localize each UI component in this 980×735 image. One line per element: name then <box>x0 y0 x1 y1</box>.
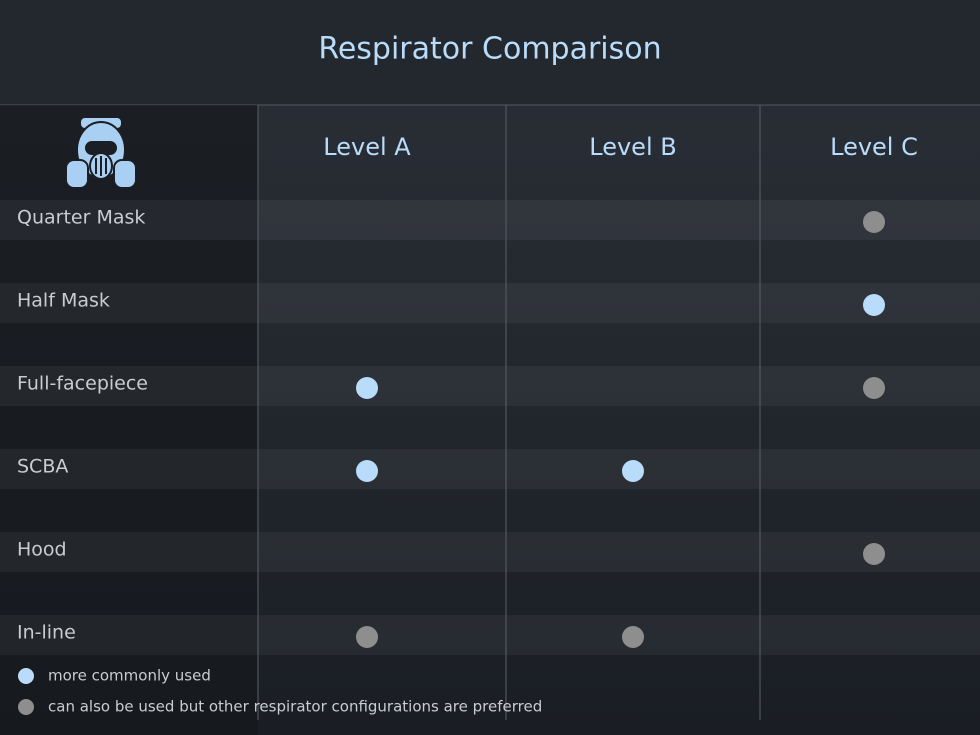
usage-dot <box>356 460 378 482</box>
row-stripe <box>0 615 980 655</box>
column-header: Level B <box>589 133 676 161</box>
row-stripe <box>0 366 980 406</box>
column-header: Level C <box>830 133 918 161</box>
title-band <box>0 0 980 105</box>
usage-dot <box>622 460 644 482</box>
title: Respirator Comparison <box>318 32 661 67</box>
usage-dot <box>863 543 885 565</box>
legend-dot <box>18 699 34 715</box>
row-stripe <box>0 200 980 240</box>
legend-dot <box>18 668 34 684</box>
usage-dot <box>863 294 885 316</box>
column-header: Level A <box>323 133 411 161</box>
legend-label: more commonly used <box>48 667 211 685</box>
row-label: Hood <box>17 539 67 561</box>
legend-label: can also be used but other respirator co… <box>48 698 542 716</box>
usage-dot <box>863 377 885 399</box>
usage-dot <box>356 626 378 648</box>
row-stripe <box>0 449 980 489</box>
row-label: Half Mask <box>17 290 110 312</box>
table-body: Level A Level B Level C Quarter Mask Half Ma… <box>0 105 980 720</box>
label-column <box>0 105 258 735</box>
row-label: SCBA <box>17 456 68 478</box>
row-label: In-line <box>17 622 76 644</box>
usage-dot <box>622 626 644 648</box>
row-label: Full-facepiece <box>17 373 148 395</box>
row-label: Quarter Mask <box>17 207 145 229</box>
usage-dot <box>356 377 378 399</box>
row-stripe <box>0 283 980 323</box>
row-stripe <box>0 532 980 572</box>
usage-dot <box>863 211 885 233</box>
mask-icon <box>65 116 137 189</box>
